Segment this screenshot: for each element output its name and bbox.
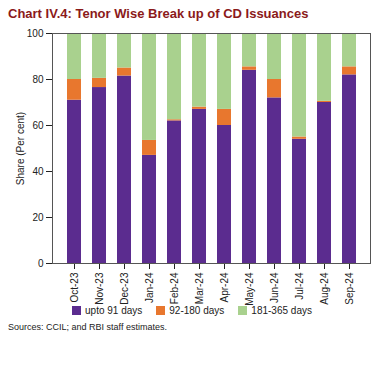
svg-text:May-24: May-24: [244, 272, 255, 305]
svg-text:40: 40: [32, 166, 44, 177]
svg-text:Nov-23: Nov-23: [94, 272, 105, 305]
svg-text:80: 80: [32, 74, 44, 85]
svg-text:Share (Per cent): Share (Per cent): [15, 112, 26, 185]
svg-text:Mar-24: Mar-24: [194, 272, 205, 304]
svg-text:60: 60: [32, 120, 44, 131]
svg-text:0: 0: [38, 258, 44, 269]
svg-text:Feb-24: Feb-24: [169, 272, 180, 304]
html-text:92-180 days: 92-180 days: [169, 305, 225, 316]
svg-text:Jun-24: Jun-24: [269, 272, 280, 303]
html-text:Chart IV.4: Tenor Wise Break u: Chart IV.4: Tenor Wise Break up of CD Is…: [8, 6, 309, 21]
html-text:181-365 days: 181-365 days: [251, 305, 312, 316]
svg-text:Sep-24: Sep-24: [344, 272, 355, 305]
html-text:Sources: CCIL; and RBI staff e: Sources: CCIL; and RBI staff estimates.: [8, 322, 167, 332]
svg-text:Apr-24: Apr-24: [219, 272, 230, 302]
svg-text:20: 20: [32, 212, 44, 223]
svg-text:Dec-23: Dec-23: [119, 272, 130, 305]
svg-text:Oct-23: Oct-23: [69, 272, 80, 302]
svg-text:100: 100: [27, 28, 44, 39]
html-text:upto 91 days: upto 91 days: [85, 305, 143, 316]
svg-text:Aug-24: Aug-24: [319, 272, 330, 305]
svg-text:Jul-24: Jul-24: [294, 272, 305, 300]
svg-text:Jan-24: Jan-24: [144, 272, 155, 303]
